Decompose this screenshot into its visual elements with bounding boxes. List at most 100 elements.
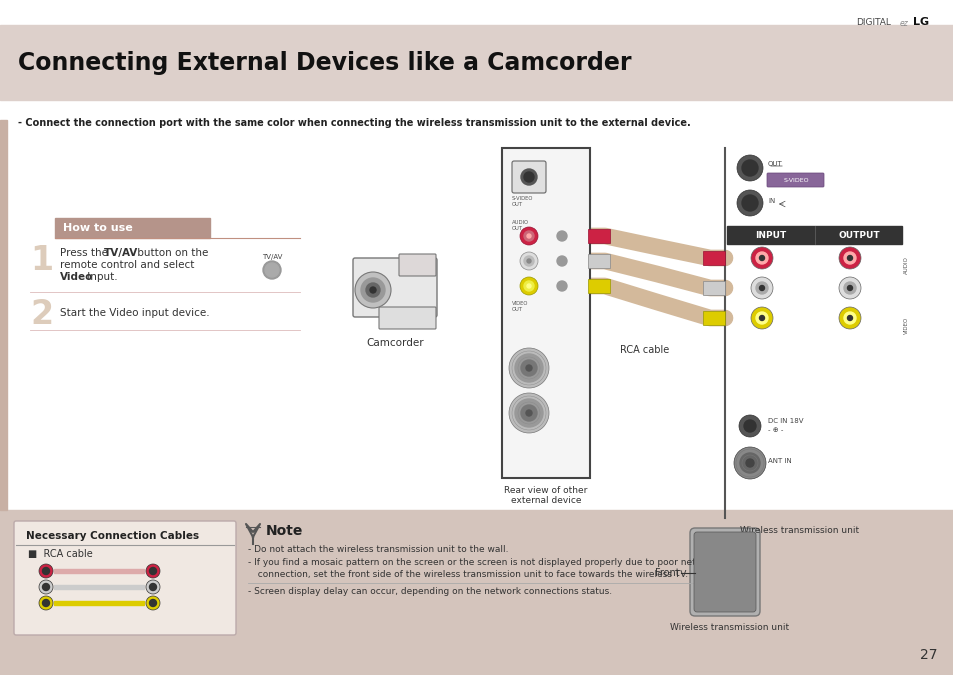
FancyBboxPatch shape [353, 258, 436, 317]
Circle shape [557, 231, 566, 241]
Circle shape [750, 277, 772, 299]
Circle shape [737, 190, 762, 216]
Circle shape [509, 393, 548, 433]
FancyBboxPatch shape [689, 528, 760, 616]
Circle shape [366, 283, 379, 297]
Circle shape [39, 596, 53, 610]
Text: button on the: button on the [133, 248, 208, 258]
Circle shape [519, 252, 537, 270]
Circle shape [370, 287, 375, 293]
Circle shape [843, 312, 855, 324]
Circle shape [838, 247, 861, 269]
Circle shape [43, 568, 50, 574]
Bar [55, 218, 210, 238]
Text: ■  RCA cable: ■ RCA cable [28, 549, 92, 559]
Circle shape [525, 410, 532, 416]
Circle shape [846, 315, 852, 321]
Circle shape [263, 261, 281, 279]
Circle shape [750, 307, 772, 329]
Circle shape [741, 195, 758, 211]
Text: TV/AV: TV/AV [261, 254, 282, 260]
Circle shape [519, 227, 537, 245]
Circle shape [737, 155, 762, 181]
Text: Video: Video [60, 272, 93, 282]
Text: AUDIO: AUDIO [903, 256, 908, 274]
Circle shape [146, 580, 160, 594]
Circle shape [509, 348, 548, 388]
Circle shape [843, 252, 855, 264]
Text: Necessary Connection Cables: Necessary Connection Cables [26, 531, 199, 541]
Text: connection, set the front side of the wireless transmission unit to face towards: connection, set the front side of the wi… [252, 570, 687, 579]
Circle shape [846, 256, 852, 261]
Text: S-VIDEO
OUT: S-VIDEO OUT [512, 196, 533, 207]
Circle shape [843, 282, 855, 294]
Circle shape [525, 365, 532, 371]
Circle shape [520, 360, 537, 376]
Text: 2: 2 [30, 298, 53, 331]
Circle shape [557, 281, 566, 291]
Text: Note: Note [266, 524, 303, 538]
Circle shape [740, 453, 760, 473]
Text: AUDIO
OUT: AUDIO OUT [512, 220, 529, 231]
Circle shape [838, 307, 861, 329]
Circle shape [515, 354, 542, 382]
Text: DIGITAL: DIGITAL [855, 18, 890, 27]
Circle shape [520, 169, 537, 185]
Bar [54, 569, 144, 573]
Text: Connecting External Devices like a Camcorder: Connecting External Devices like a Camco… [18, 51, 631, 75]
Text: LG: LG [912, 17, 928, 27]
FancyBboxPatch shape [398, 254, 436, 276]
Circle shape [150, 583, 156, 591]
Text: Start the Video input device.: Start the Video input device. [60, 308, 210, 318]
Text: - Do not attach the wireless transmission unit to the wall.: - Do not attach the wireless transmissio… [248, 545, 508, 554]
Circle shape [755, 252, 767, 264]
Bar [702, 281, 724, 295]
FancyBboxPatch shape [14, 521, 235, 635]
Circle shape [43, 599, 50, 607]
Circle shape [838, 277, 861, 299]
Bar [0, 25, 953, 100]
Text: - Screen display delay can occur, depending on the network connections status.: - Screen display delay can occur, depend… [248, 587, 612, 596]
Circle shape [523, 256, 534, 266]
Bar [54, 601, 144, 605]
Text: 1: 1 [30, 244, 53, 277]
Text: - Connect the connection port with the same color when connecting the wireless t: - Connect the connection port with the s… [18, 118, 690, 128]
Circle shape [739, 415, 760, 437]
Circle shape [150, 599, 156, 607]
FancyBboxPatch shape [693, 532, 755, 612]
Text: VIDEO: VIDEO [903, 317, 908, 333]
Text: How to use: How to use [63, 223, 132, 233]
Text: Camcorder: Camcorder [366, 338, 423, 348]
Text: INPUT: INPUT [755, 230, 786, 240]
Bar [702, 251, 724, 265]
Text: Front: Front [655, 568, 679, 578]
Circle shape [150, 568, 156, 574]
Bar [702, 311, 724, 325]
FancyBboxPatch shape [378, 307, 436, 329]
Circle shape [519, 277, 537, 295]
Circle shape [523, 281, 534, 291]
Text: - ⊕ -: - ⊕ - [767, 427, 782, 433]
Circle shape [523, 231, 534, 241]
Text: OUTPUT: OUTPUT [838, 230, 879, 240]
Circle shape [755, 312, 767, 324]
FancyBboxPatch shape [512, 161, 545, 193]
Text: ANT IN: ANT IN [767, 458, 791, 464]
Bar [587, 279, 609, 293]
Circle shape [39, 580, 53, 594]
Text: ez: ez [899, 19, 908, 28]
Bar [501, 148, 589, 478]
Circle shape [759, 256, 763, 261]
Text: DC IN 18V: DC IN 18V [767, 418, 802, 424]
Circle shape [146, 564, 160, 578]
Text: - If you find a mosaic pattern on the screen or the screen is not displayed prop: - If you find a mosaic pattern on the sc… [248, 558, 717, 567]
Text: IN: IN [767, 198, 775, 204]
Circle shape [750, 247, 772, 269]
Text: VIDEO
OUT: VIDEO OUT [512, 301, 528, 312]
Text: remote control and select: remote control and select [60, 260, 194, 270]
Bar [587, 254, 609, 268]
Circle shape [360, 278, 385, 302]
Bar [0, 510, 953, 675]
Circle shape [755, 282, 767, 294]
Circle shape [515, 399, 542, 427]
